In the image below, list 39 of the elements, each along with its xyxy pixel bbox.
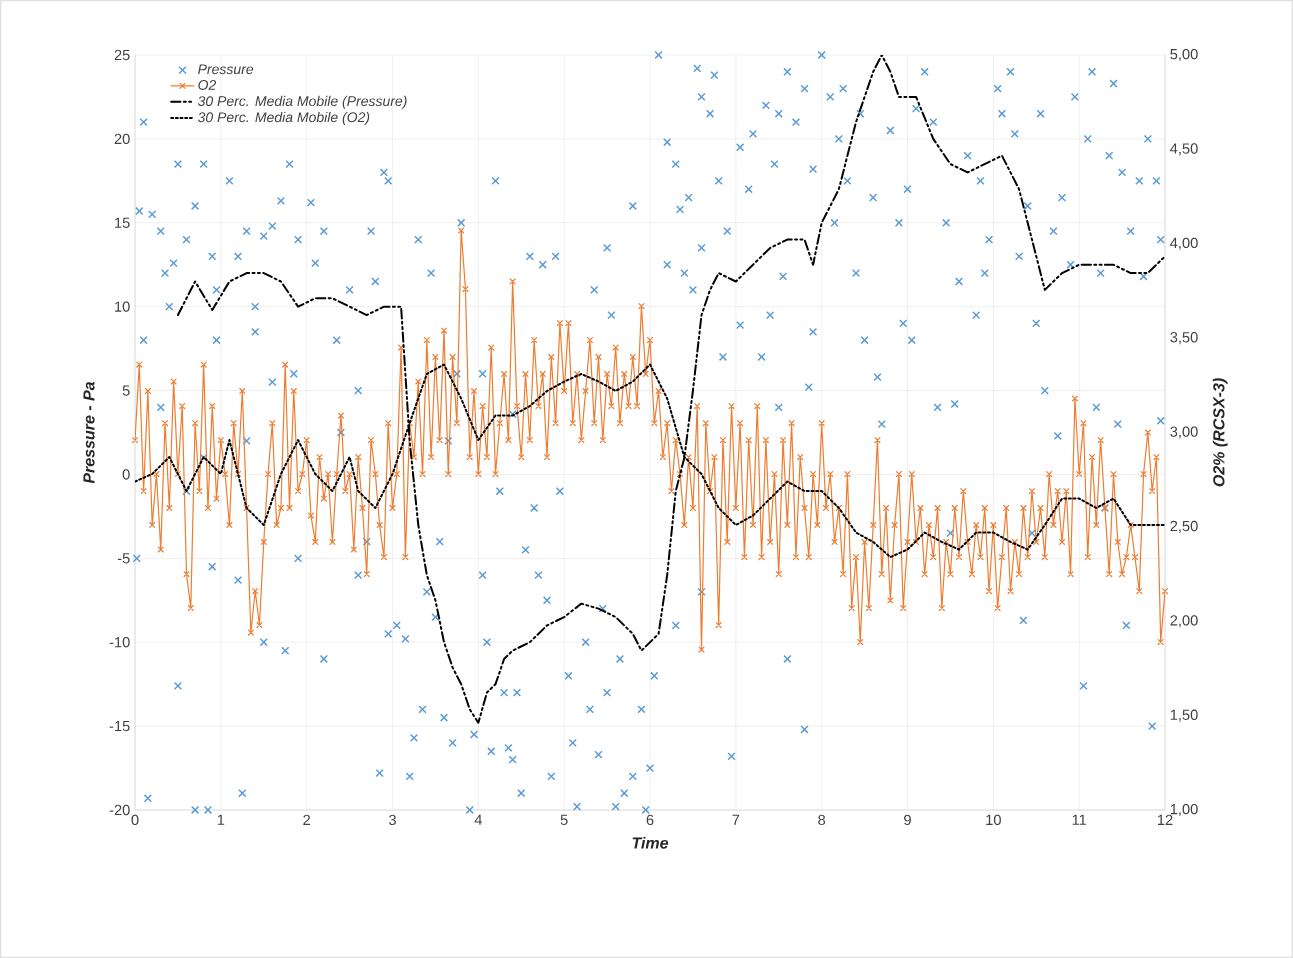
legend-label: 30 Perc. Media Mobile (Pressure) <box>197 95 407 109</box>
x-tick-label: 9 <box>904 814 911 826</box>
y-tick-label: 15 <box>115 217 130 228</box>
x-tick-label: 4 <box>474 814 482 825</box>
x-tick-label: 7 <box>732 814 740 825</box>
y-tick-label: -10 <box>109 637 130 648</box>
legend-label: Pressure <box>198 64 254 75</box>
x-tick-label: 0 <box>131 814 139 826</box>
y2-tick-label: 2,00 <box>1170 615 1198 628</box>
x-tick-label: 8 <box>818 814 826 826</box>
y2-tick-label: 4,00 <box>1170 237 1198 250</box>
y-tick-label: 5 <box>122 385 130 396</box>
y-tick-label: -20 <box>109 804 130 816</box>
y-axis-title: Pressure - Pa <box>83 381 95 484</box>
x-tick-label: 10 <box>986 814 1001 826</box>
y-tick-label: 25 <box>114 49 130 61</box>
legend-label: 30 Perc. Media Mobile (O2) <box>197 111 370 125</box>
x-tick-label: 12 <box>1157 814 1173 825</box>
y-tick-label: -15 <box>109 721 130 732</box>
y-tick-label: -5 <box>117 553 130 564</box>
x-tick-label: 3 <box>388 814 396 826</box>
x-tick-label: 6 <box>646 814 654 826</box>
y2-tick-label: 3,00 <box>1170 426 1198 439</box>
x-axis-title: Time <box>632 836 669 849</box>
x-tick-label: 2 <box>303 814 311 825</box>
y-tick-label: 20 <box>114 133 130 145</box>
y2-tick-label: 3,50 <box>1170 332 1198 345</box>
x-tick-label: 1 <box>217 814 225 825</box>
y2-tick-label: 4,50 <box>1170 143 1198 156</box>
y-tick-label: 10 <box>115 301 130 312</box>
y2-tick-label: 1,00 <box>1170 803 1198 817</box>
x-tick-label: 5 <box>560 814 568 825</box>
y2-axis-title: O2% (RCSX-3) <box>1212 378 1228 487</box>
legend-label: O2 <box>198 80 217 90</box>
y2-tick-label: 1,50 <box>1170 709 1198 722</box>
y2-tick-label: 2,50 <box>1170 520 1198 533</box>
y2-tick-label: 5,00 <box>1170 48 1198 62</box>
x-tick-label: 11 <box>1072 814 1087 825</box>
y-tick-label: 0 <box>122 469 130 480</box>
